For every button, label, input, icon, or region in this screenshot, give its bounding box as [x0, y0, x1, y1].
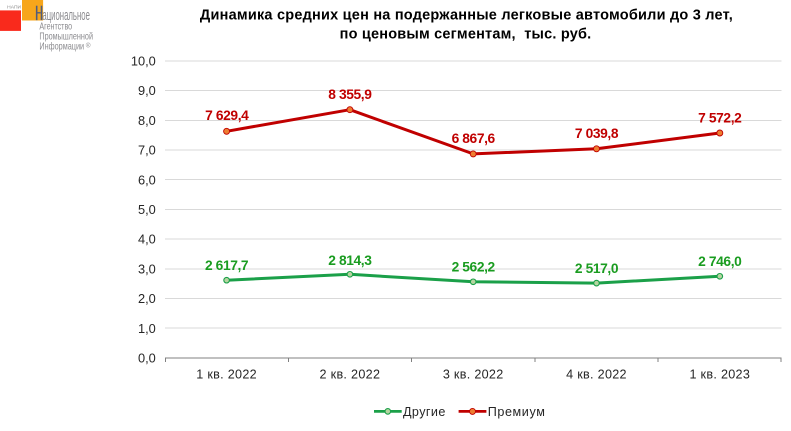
svg-text:Промышленной: Промышленной	[39, 31, 93, 43]
svg-text:Премиум: Премиум	[488, 405, 546, 419]
svg-text:®: ®	[86, 42, 91, 50]
svg-text:2 517,0: 2 517,0	[575, 261, 619, 276]
svg-text:7 039,8: 7 039,8	[575, 126, 619, 141]
svg-text:2 кв. 2022: 2 кв. 2022	[320, 368, 381, 382]
svg-text:10,0: 10,0	[131, 54, 156, 69]
svg-text:3,0: 3,0	[138, 261, 156, 276]
svg-text:ациональное: ациональное	[42, 8, 90, 24]
svg-text:3 кв. 2022: 3 кв. 2022	[443, 368, 504, 382]
svg-text:1,0: 1,0	[138, 321, 156, 336]
svg-text:2 562,2: 2 562,2	[452, 259, 496, 274]
svg-text:8 355,9: 8 355,9	[328, 87, 372, 102]
svg-text:7 629,4: 7 629,4	[205, 108, 249, 123]
svg-text:Информации: Информации	[39, 41, 84, 53]
svg-text:0,0: 0,0	[138, 351, 156, 366]
svg-text:6,0: 6,0	[138, 172, 156, 187]
svg-text:1 кв. 2022: 1 кв. 2022	[196, 368, 257, 382]
svg-text:2 617,7: 2 617,7	[205, 258, 249, 273]
svg-text:НАПИ: НАПИ	[7, 5, 21, 10]
svg-text:8,0: 8,0	[138, 113, 156, 128]
svg-text:4 кв. 2022: 4 кв. 2022	[566, 368, 627, 382]
svg-text:7,0: 7,0	[138, 143, 156, 158]
svg-text:Агентство: Агентство	[39, 21, 72, 33]
svg-text:Другие: Другие	[403, 405, 446, 419]
svg-text:Динамика средних цен на подерж: Динамика средних цен на подержанные легк…	[200, 7, 733, 23]
svg-text:1 кв. 2023: 1 кв. 2023	[689, 368, 750, 382]
svg-text:6 867,6: 6 867,6	[452, 131, 496, 146]
svg-text:7 572,2: 7 572,2	[698, 110, 742, 125]
svg-text:9,0: 9,0	[138, 83, 156, 98]
svg-text:2 746,0: 2 746,0	[698, 254, 742, 269]
svg-text:4,0: 4,0	[138, 232, 156, 247]
svg-text:2 814,3: 2 814,3	[328, 253, 372, 268]
svg-text:по ценовым сегментам, тыс. ру: по ценовым сегментам, тыс. руб.	[340, 27, 592, 43]
svg-text:5,0: 5,0	[138, 202, 156, 217]
svg-text:2,0: 2,0	[138, 291, 156, 306]
